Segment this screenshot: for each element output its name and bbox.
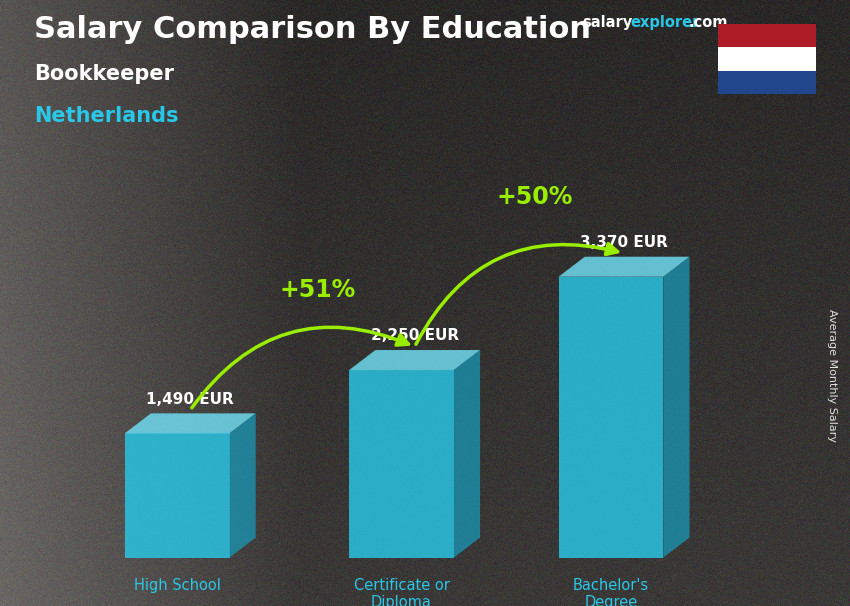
Bar [718,71,816,94]
Polygon shape [349,370,454,558]
Text: Salary Comparison By Education: Salary Comparison By Education [34,15,591,44]
Text: +51%: +51% [280,278,355,302]
Text: 1,490 EUR: 1,490 EUR [146,391,234,407]
Polygon shape [349,350,480,370]
Text: Certificate or
Diploma: Certificate or Diploma [354,578,450,606]
Polygon shape [125,413,256,433]
Polygon shape [663,257,689,558]
Bar [718,47,816,71]
Text: .com: .com [688,15,728,30]
Polygon shape [230,413,256,558]
Text: salary: salary [582,15,632,30]
Bar [718,24,816,47]
Text: Bachelor's
Degree: Bachelor's Degree [573,578,649,606]
Text: +50%: +50% [496,185,573,208]
Text: explorer: explorer [631,15,700,30]
Polygon shape [558,257,689,277]
Polygon shape [125,433,230,558]
Text: 3,370 EUR: 3,370 EUR [581,235,668,250]
Text: Netherlands: Netherlands [34,106,178,126]
Text: Bookkeeper: Bookkeeper [34,64,174,84]
Polygon shape [558,277,663,558]
Text: 2,250 EUR: 2,250 EUR [371,328,459,344]
Polygon shape [454,350,480,558]
Text: High School: High School [133,578,221,593]
Text: Average Monthly Salary: Average Monthly Salary [827,309,837,442]
